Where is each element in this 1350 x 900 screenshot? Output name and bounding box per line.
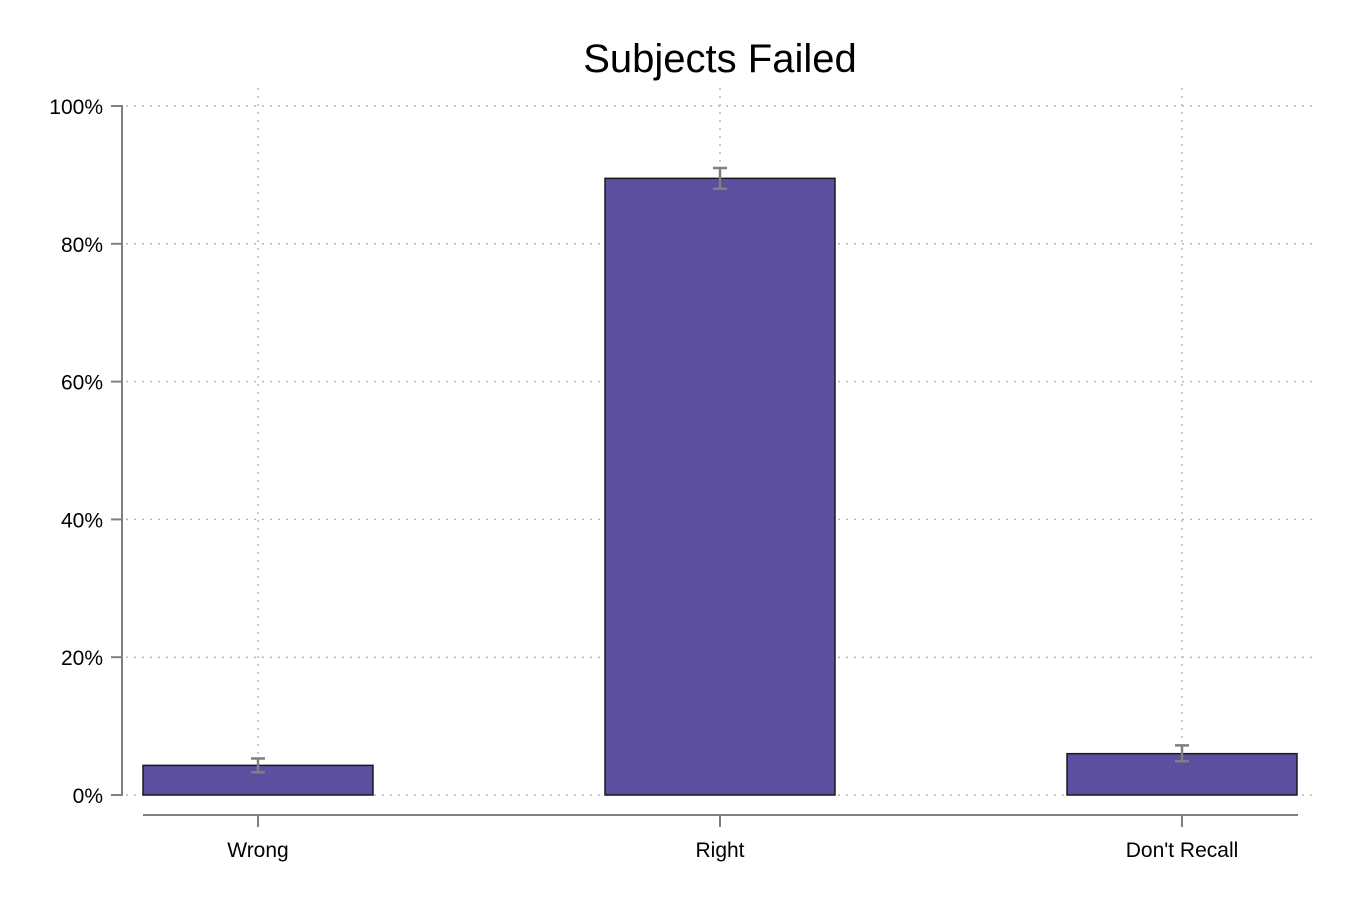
error-bar — [1175, 744, 1189, 763]
y-tick-label: 0% — [73, 785, 103, 808]
x-axis-ticks: Wrong Right Don't Recall — [227, 815, 1238, 862]
chart-title: Subjects Failed — [583, 37, 856, 81]
y-tick-label: 20% — [61, 647, 103, 670]
x-tick-label: Right — [695, 839, 744, 862]
y-tick-label: 60% — [61, 372, 103, 395]
error-bar — [713, 166, 727, 190]
y-tick-label: 40% — [61, 509, 103, 532]
y-axis-ticks: 0% 20% 40% 60% 80% 100% — [49, 96, 122, 808]
y-tick-label: 100% — [49, 96, 103, 119]
y-tick-label: 80% — [61, 234, 103, 257]
bar — [604, 177, 836, 796]
error-bars — [251, 166, 1189, 774]
x-tick-label: Don't Recall — [1126, 839, 1239, 862]
x-tick-label: Wrong — [227, 839, 288, 862]
error-bar — [251, 757, 265, 774]
bars — [142, 177, 1298, 796]
